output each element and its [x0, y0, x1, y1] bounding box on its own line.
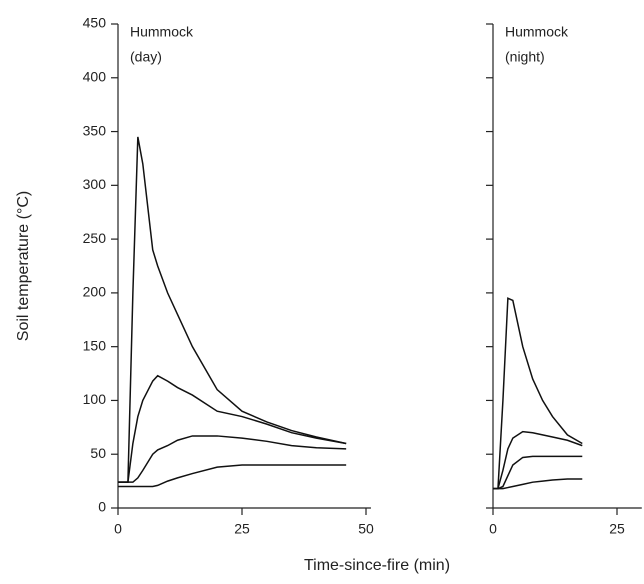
data-line: [118, 464, 347, 488]
data-line: [493, 430, 583, 490]
data-line: [493, 455, 583, 490]
x-tick-label: 0: [489, 521, 497, 537]
y-tick-label: 150: [83, 337, 107, 353]
x-tick-label: 25: [609, 521, 625, 537]
x-tick-label: 25: [234, 521, 250, 537]
y-tick-label: 0: [98, 499, 106, 515]
data-line: [118, 435, 347, 483]
x-axis-label: Time-since-fire (min): [304, 557, 450, 574]
x-tick-label: 50: [358, 521, 374, 537]
y-tick-label: 350: [83, 122, 107, 138]
y-tick-label: 300: [83, 176, 107, 192]
y-tick-label: 100: [83, 391, 107, 407]
annotation: Hummock: [130, 24, 194, 40]
data-line: [118, 374, 347, 483]
data-line: [493, 297, 583, 490]
y-tick-label: 450: [83, 15, 107, 31]
data-line: [493, 478, 583, 490]
annotation: Hummock: [505, 24, 569, 40]
y-tick-label: 400: [83, 68, 107, 84]
x-tick-label: 0: [114, 521, 122, 537]
y-tick-label: 50: [90, 445, 106, 461]
y-tick-label: 200: [83, 284, 107, 300]
annotation: (night): [505, 49, 545, 65]
y-tick-label: 250: [83, 230, 107, 246]
annotation: (day): [130, 49, 162, 65]
data-line: [118, 136, 347, 483]
y-axis-label: Soil temperature (°C): [15, 191, 32, 341]
